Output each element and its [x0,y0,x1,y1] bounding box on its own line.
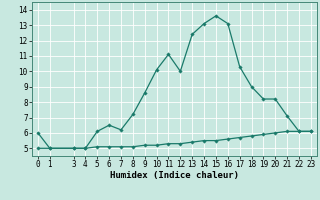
X-axis label: Humidex (Indice chaleur): Humidex (Indice chaleur) [110,171,239,180]
